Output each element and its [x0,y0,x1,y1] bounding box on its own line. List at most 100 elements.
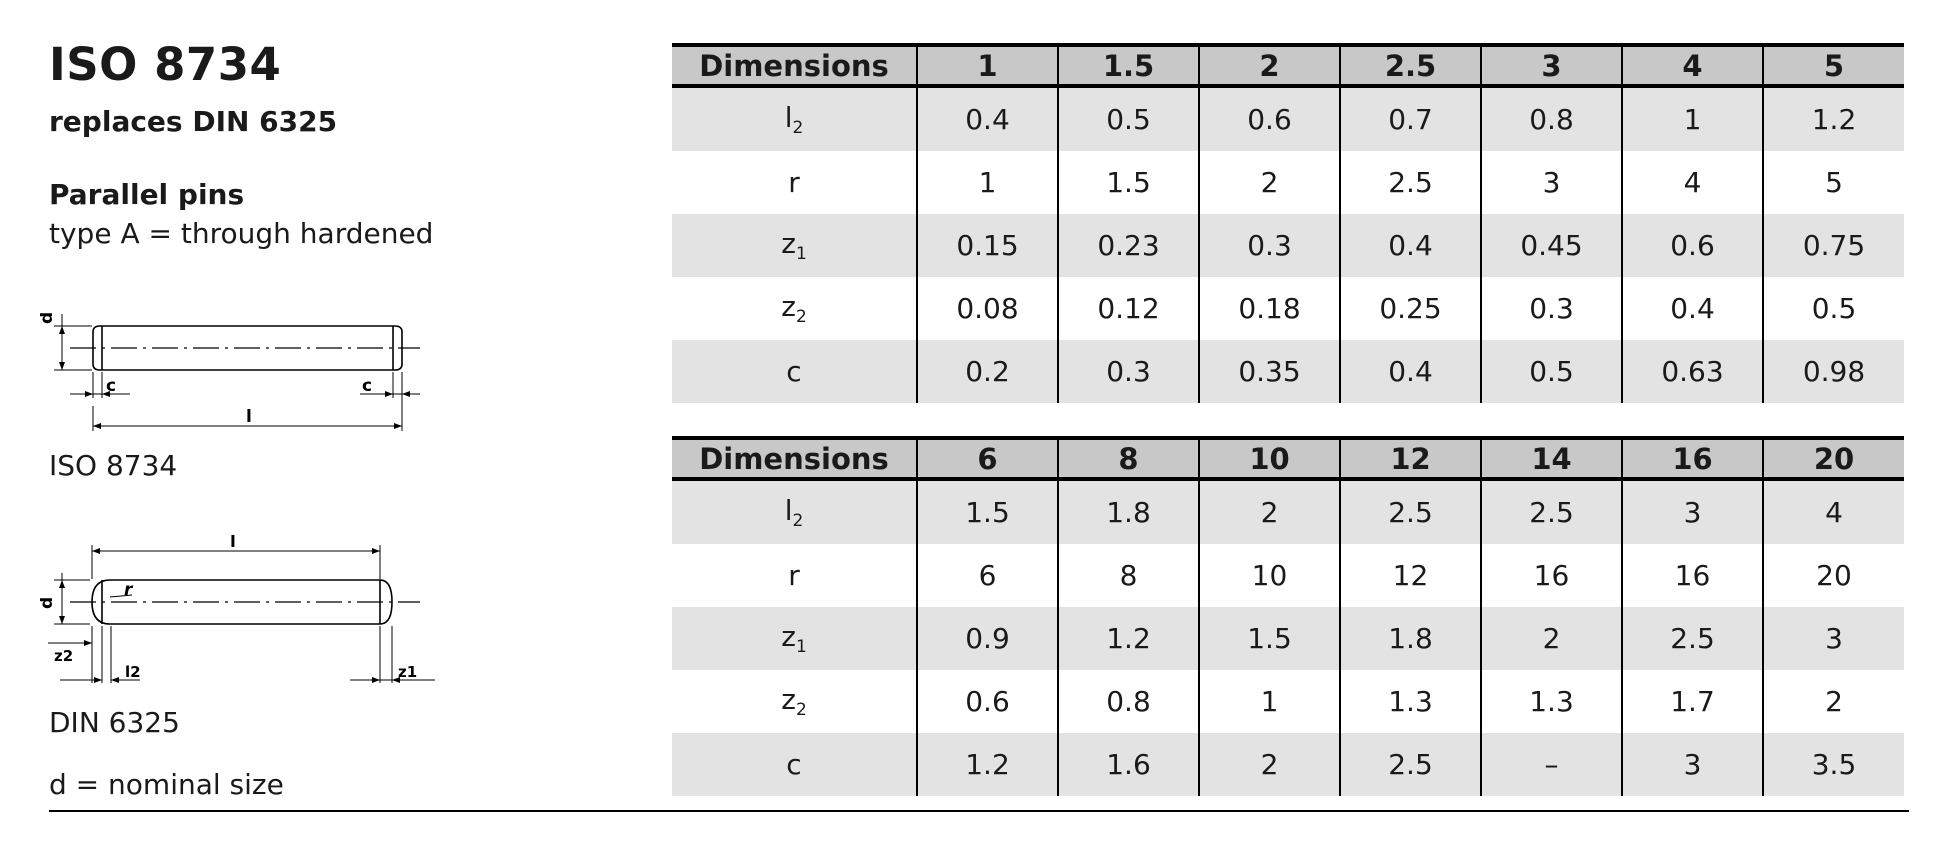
fig2-label-l2: l2 [125,663,141,681]
table-cell: 1.5 [1057,151,1199,214]
table-cell: 3 [1480,151,1622,214]
table-header-row: Dimensions 1 1.5 2 2.5 3 4 5 [672,43,1904,88]
table-cell: 0.5 [1762,277,1904,340]
table-cell: 0.08 [916,277,1058,340]
table-cell: 0.63 [1621,340,1763,403]
table-cell: 1.3 [1480,670,1622,733]
figure1-caption: ISO 8734 [49,449,178,482]
header-size: 4 [1621,43,1763,88]
table-row: c 0.2 0.3 0.35 0.4 0.5 0.63 0.98 [672,340,1904,403]
table-row: z2 0.6 0.8 1 1.3 1.3 1.7 2 [672,670,1904,733]
table-cell: 1.5 [916,479,1058,544]
table-cell: 10 [1198,544,1340,607]
page-title: ISO 8734 [49,38,282,91]
table-cell: 0.7 [1339,86,1481,151]
table-cell: 0.75 [1762,214,1904,277]
table-cell: 1.6 [1057,733,1199,796]
table-cell: 0.5 [1057,86,1199,151]
table-cell: 2 [1762,670,1904,733]
table-cell: 0.25 [1339,277,1481,340]
fig1-label-c-right: c [362,376,372,396]
bottom-divider [49,810,1909,812]
table-cell: 0.4 [916,86,1058,151]
fig1-label-c-left: c [106,376,116,396]
table-cell: 1.3 [1339,670,1481,733]
table-cell: 0.9 [916,607,1058,670]
table-cell: 0.23 [1057,214,1199,277]
table-cell: 2 [1198,479,1340,544]
table-row: z2 0.08 0.12 0.18 0.25 0.3 0.4 0.5 [672,277,1904,340]
figure2-caption: DIN 6325 [49,706,180,739]
din-6325-pin-drawing: l d r z2 l2 z1 [40,535,435,683]
table-cell: 0.8 [1057,670,1199,733]
row-label-c: c [672,340,917,403]
row-label-r: r [788,166,800,199]
table-cell: 1.8 [1339,607,1481,670]
row-label-l2: l2 [672,86,917,151]
table-cell: 2.5 [1339,479,1481,544]
table-cell: 3.5 [1762,733,1904,796]
table-cell: 0.4 [1339,214,1481,277]
row-label-z1: z1 [672,607,917,670]
table-cell: 8 [1057,544,1199,607]
table-cell: 0.4 [1621,277,1763,340]
table-cell: 0.6 [1198,86,1340,151]
fig2-label-r: r [124,580,134,600]
header-size: 20 [1762,436,1904,481]
type-description: type A = through hardened [49,217,434,250]
nominal-size-note: d = nominal size [49,768,284,801]
subtitle: replaces DIN 6325 [49,105,338,138]
table-cell: 0.3 [1198,214,1340,277]
table-cell: 0.98 [1762,340,1904,403]
row-label-c: c [672,733,917,796]
table-cell: 4 [1621,151,1763,214]
table-cell: 1 [1621,86,1763,151]
dimensions-table-1: Dimensions 1 1.5 2 2.5 3 4 5 l2 0.4 0.5 … [672,43,1904,403]
table-row: c 1.2 1.6 2 2.5 – 3 3.5 [672,733,1904,796]
header-size: 1.5 [1057,43,1199,88]
fig1-label-d: d [40,312,57,324]
table-cell: 0.3 [1480,277,1622,340]
table-cell: 3 [1762,607,1904,670]
table-cell: 1.7 [1621,670,1763,733]
table-cell: 1.2 [1762,86,1904,151]
row-label-z1: z1 [672,214,917,277]
row-label-l2: l2 [672,479,917,544]
table-cell: 2.5 [1339,733,1481,796]
table-cell: 2.5 [1480,479,1622,544]
table-cell: 0.12 [1057,277,1199,340]
table-cell: 12 [1339,544,1481,607]
table-cell: 1.2 [1057,607,1199,670]
table-cell: 1 [1198,670,1340,733]
dimensions-table-2: Dimensions 6 8 10 12 14 16 20 l2 1.5 1.8… [672,436,1904,796]
table-cell: 2.5 [1621,607,1763,670]
table-cell: 0.6 [916,670,1058,733]
table-cell: – [1480,733,1622,796]
fig2-label-z1: z1 [398,663,417,681]
table-cell: 0.15 [916,214,1058,277]
table-cell: 1.2 [916,733,1058,796]
header-size: 2.5 [1339,43,1481,88]
header-size: 16 [1621,436,1763,481]
table-cell: 16 [1621,544,1763,607]
table-cell: 2 [1198,151,1340,214]
table-cell: 6 [916,544,1058,607]
header-dimensions: Dimensions [672,436,917,481]
row-label-z2: z2 [781,683,807,720]
table-cell: 0.5 [1480,340,1622,403]
header-size: 8 [1057,436,1199,481]
table-row: l2 0.4 0.5 0.6 0.7 0.8 1 1.2 [672,86,1904,151]
table-cell: 2 [1480,607,1622,670]
header-size: 5 [1762,43,1904,88]
row-label-z2: z2 [781,290,807,327]
table-cell: 3 [1621,479,1763,544]
header-dimensions: Dimensions [672,43,917,88]
fig2-label-l: l [230,535,236,552]
table-cell: 2.5 [1339,151,1481,214]
table-row: z1 0.15 0.23 0.3 0.4 0.45 0.6 0.75 [672,214,1904,277]
table-cell: 16 [1480,544,1622,607]
table-cell: 0.3 [1057,340,1199,403]
table-cell: 0.2 [916,340,1058,403]
header-size: 14 [1480,436,1622,481]
table-cell: 1.8 [1057,479,1199,544]
